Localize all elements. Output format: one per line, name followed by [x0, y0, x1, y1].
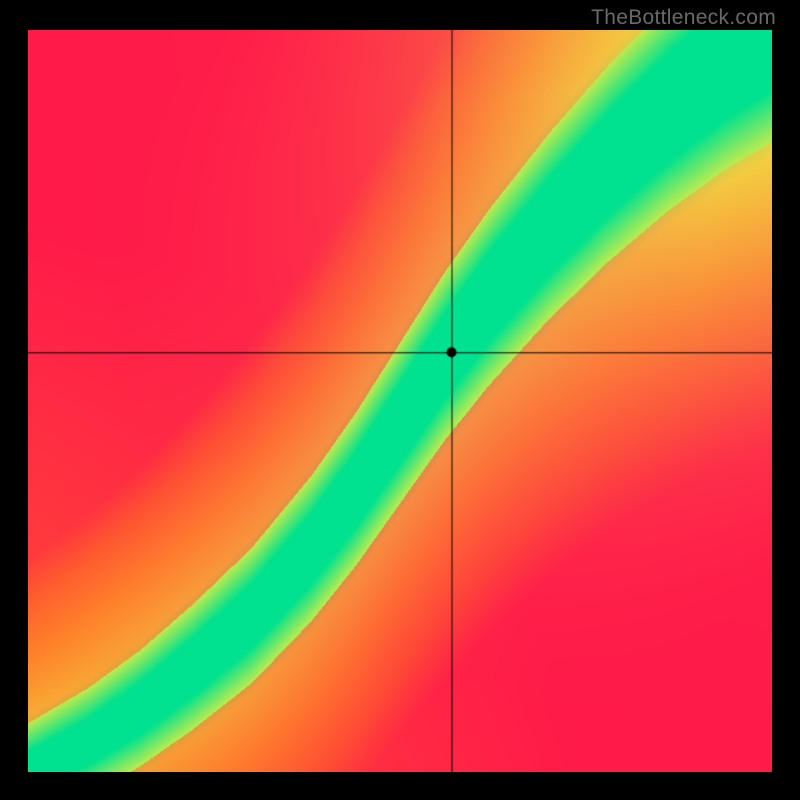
- watermark-text: TheBottleneck.com: [591, 6, 776, 30]
- heatmap-plot: [28, 30, 772, 772]
